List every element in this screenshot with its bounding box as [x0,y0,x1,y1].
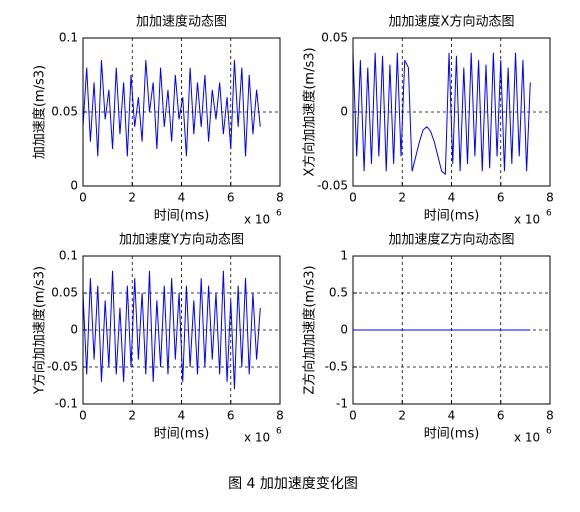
x-tick-label: 0 [79,409,87,423]
y-tick-label: 0 [70,179,78,193]
x-multiplier: x 10 [244,431,270,445]
x-tick-label: 4 [448,191,456,205]
x-tick-label: 0 [349,409,357,423]
x-exponent: 6 [276,209,282,219]
x-tick-label: 6 [497,191,505,205]
x-multiplier: x 10 [514,213,540,227]
x-tick-label: 2 [128,191,136,205]
chart-title: 加加速度Z方向动态图 [389,232,515,248]
x-tick-label: 2 [398,409,406,423]
x-tick-label: 4 [178,191,186,205]
x-tick-label: 6 [227,409,235,423]
x-exponent: 6 [546,427,552,437]
y-axis-label: 加加速度(m/s3) [32,65,48,159]
y-tick-label: 0.05 [321,31,348,45]
axes-box [352,255,551,405]
chart-title: 加加速度X方向动态图 [389,14,515,30]
x-axis-label: 时间(ms) [424,209,480,224]
chart-title: 加加速度Y方向动态图 [119,232,244,248]
x-tick-label: 8 [276,409,284,423]
y-tick-label: 0 [340,105,348,119]
data-line [352,52,531,176]
x-tick-label: 4 [448,409,456,423]
x-tick-label: 8 [546,191,554,205]
y-tick-label: 0.1 [59,31,78,45]
x-tick-label: 6 [227,191,235,205]
axes-box [82,37,281,187]
y-tick-label: -0.05 [317,179,348,193]
x-axis-label: 时间(ms) [154,427,210,442]
y-tick-label: 0.05 [51,286,78,300]
axes-box [352,37,551,187]
x-tick-label: 0 [349,191,357,205]
x-multiplier: x 10 [514,431,540,445]
x-exponent: 6 [276,427,282,437]
y-tick-label: -0.1 [55,397,78,411]
x-tick-label: 8 [546,409,554,423]
y-tick-label: -1 [336,397,348,411]
y-tick-label: -0.05 [47,360,78,374]
chart-title: 加加速度动态图 [136,14,227,30]
y-axis-label: Y方向加加速度(m/s3) [32,266,48,395]
y-tick-label: 0 [340,323,348,337]
x-tick-label: 4 [178,409,186,423]
x-tick-label: 0 [79,191,87,205]
x-tick-label: 8 [276,191,284,205]
x-axis-label: 时间(ms) [154,209,210,224]
y-axis-label: Z方向加加速度(m/s3) [302,265,318,394]
data-line [82,60,261,157]
y-tick-label: 0.1 [59,249,78,263]
x-tick-label: 6 [497,409,505,423]
y-tick-label: 0 [70,323,78,337]
y-tick-label: 1 [340,249,348,263]
y-axis-label: X方向加加速度(m/s3) [302,47,318,176]
axes-box [82,255,281,405]
x-tick-label: 2 [398,191,406,205]
caption: 图 4 加加速度变化图 [228,476,358,492]
y-tick-label: -0.5 [325,360,348,374]
x-axis-label: 时间(ms) [424,427,480,442]
x-exponent: 6 [546,209,552,219]
y-tick-label: 0.05 [51,105,78,119]
x-tick-label: 2 [128,409,136,423]
data-line [82,270,261,390]
y-tick-label: 0.5 [329,286,348,300]
x-multiplier: x 10 [244,213,270,227]
